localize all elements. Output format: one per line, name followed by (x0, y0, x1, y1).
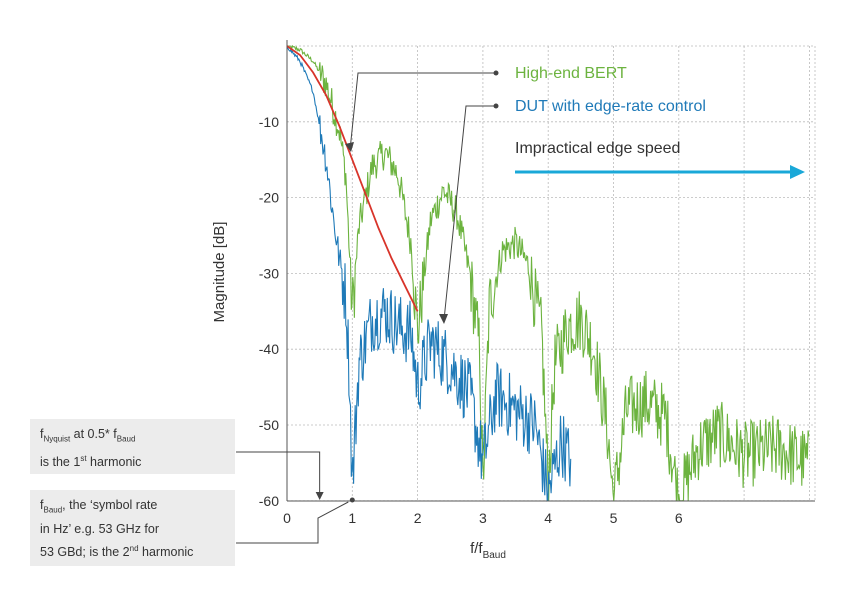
y-tick-label: -30 (259, 265, 279, 281)
legend-leader-lines (345, 70, 499, 324)
x-tick-label: 0 (283, 510, 291, 526)
nyquist-note: fNyquist at 0.5* fBaud is the 1st harmon… (30, 419, 235, 474)
dut-leader-dot (493, 103, 499, 109)
series-line-dut-with-edge-rate-control (286, 46, 572, 502)
y-tick-label: -50 (259, 417, 279, 433)
x-tick-label: 6 (675, 510, 683, 526)
x-tick-label: 1 (348, 510, 356, 526)
y-tick-label: -10 (259, 114, 279, 130)
legend-item-impractical-edge-speed: Impractical edge speed (515, 140, 680, 157)
y-axis-label: Magnitude [dB] (211, 222, 228, 323)
y-tick-label: -40 (259, 341, 279, 357)
baud-note: fBaud, the ‘symbol rate in Hz’ e.g. 53 G… (30, 490, 235, 566)
nyquist-note-arrowhead (315, 492, 324, 500)
bert-leader-line (349, 72, 496, 151)
nyquist-note-leader (236, 451, 321, 496)
legend-item-dut-with-edge-rate-control: DUT with edge-rate control (515, 98, 706, 115)
x-tick-label: 4 (544, 510, 552, 526)
tick-labels: -10 -20 -30 -40 -50 -600 1 2 3 4 5 6 (259, 114, 683, 526)
baud-note-leader (236, 501, 349, 544)
dut-leader-arrowhead (439, 314, 448, 324)
x-tick-label: 5 (610, 510, 618, 526)
bert-leader-arrowhead (345, 142, 354, 152)
baud-note-dot (349, 497, 355, 503)
note-leader-lines (236, 451, 355, 544)
bert-leader-dot (493, 70, 499, 76)
series-line-impractical-edge-speed (286, 45, 419, 312)
x-tick-label: 2 (414, 510, 422, 526)
y-tick-label: -20 (259, 190, 279, 206)
dut-leader-line (443, 105, 496, 321)
impractical-edge-arrow-head (790, 165, 805, 179)
chart-axes (286, 40, 815, 502)
legend-item-high-end-bert: High-end BERT (515, 65, 627, 82)
x-tick-label: 3 (479, 510, 487, 526)
x-axis-label: f/fBaud (470, 540, 506, 561)
y-tick-label: -60 (259, 493, 279, 509)
series-group (286, 44, 810, 502)
legend: High-end BERT DUT with edge-rate control I… (515, 65, 805, 179)
